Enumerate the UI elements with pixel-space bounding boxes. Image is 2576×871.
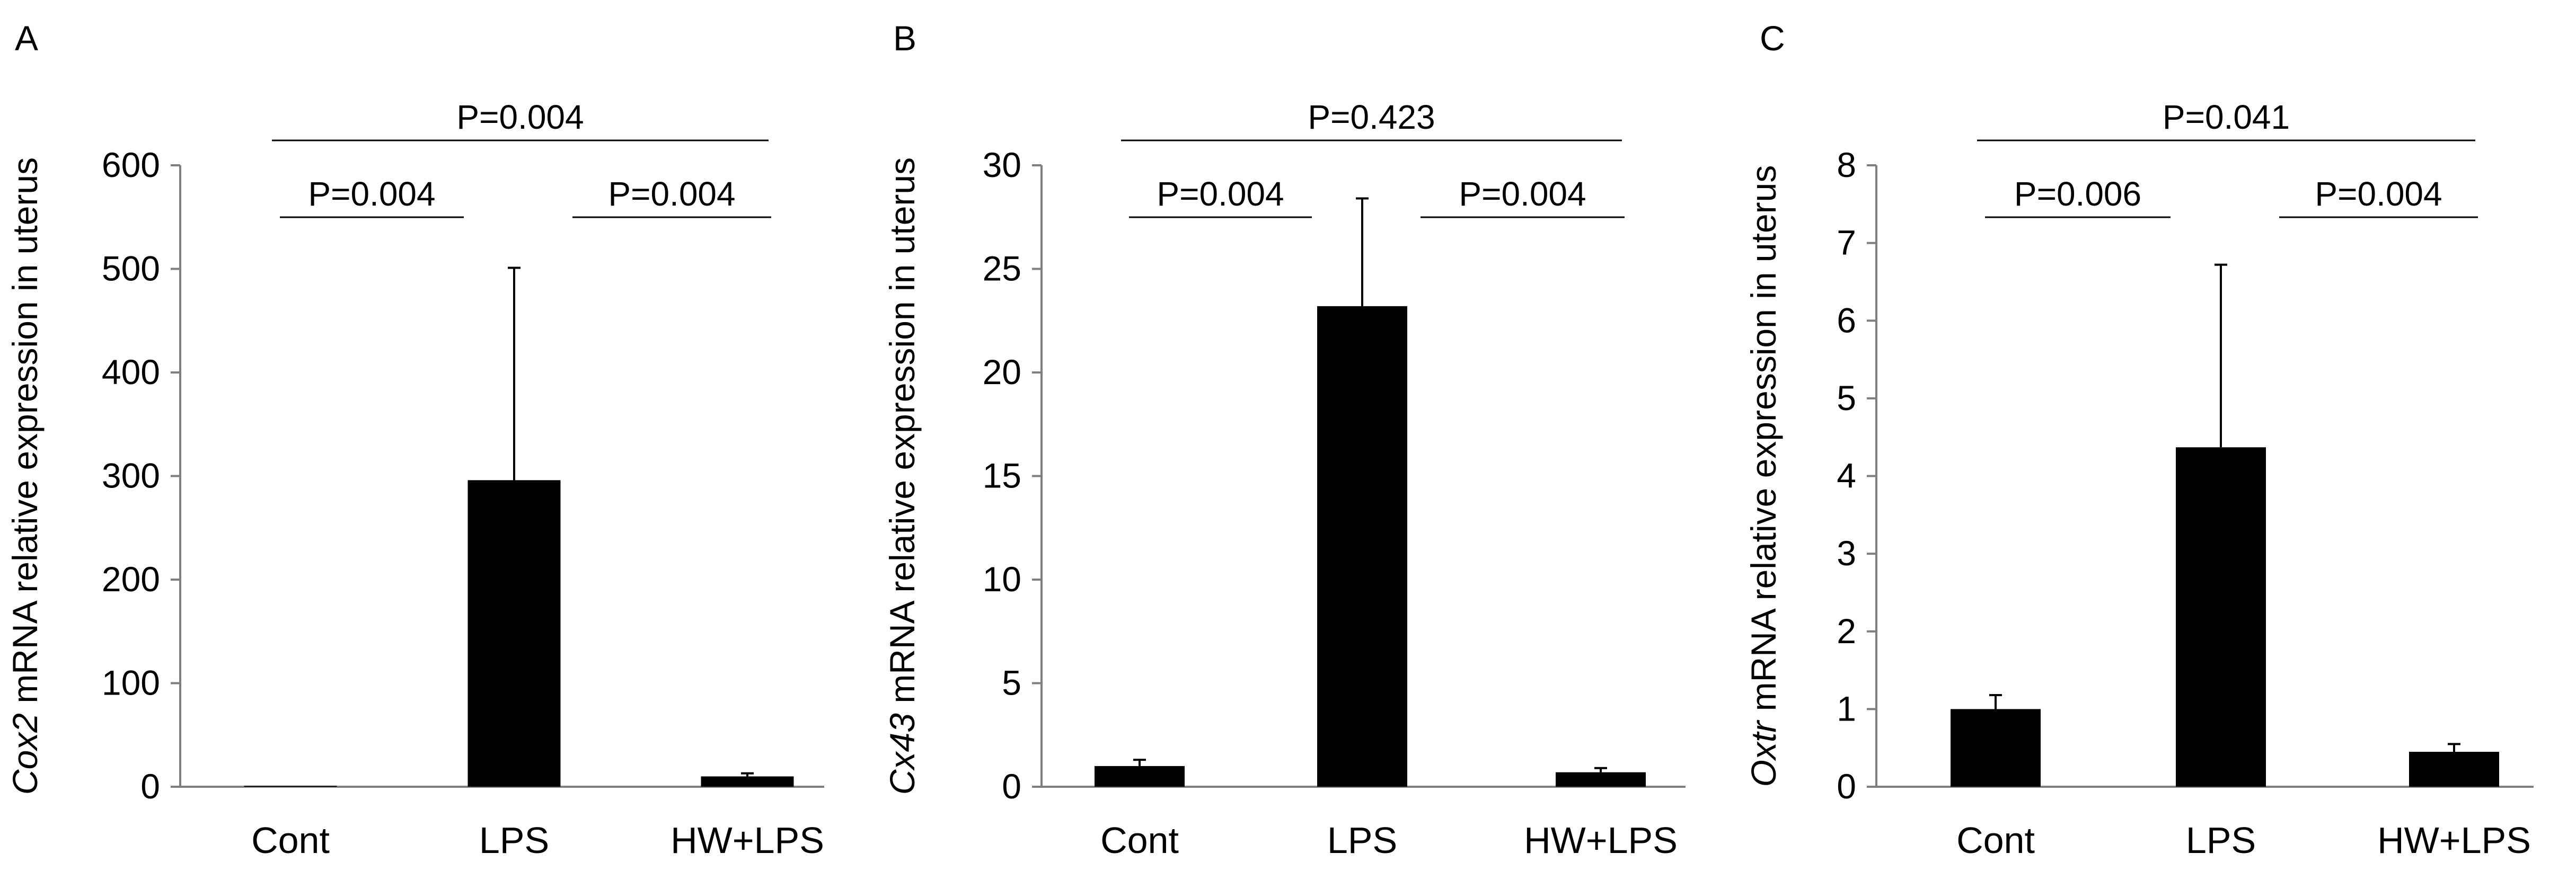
y-tick-label: 4 bbox=[1837, 456, 1856, 495]
y-axis-label-rest: mRNA relative expression in uterus bbox=[1744, 165, 1783, 721]
y-axis-label-gene: Cox2 bbox=[5, 713, 45, 795]
panel-letter: B bbox=[893, 19, 916, 58]
y-tick-label: 2 bbox=[1837, 611, 1856, 651]
panel-letter: A bbox=[15, 19, 38, 58]
bar bbox=[2409, 752, 2499, 787]
bar bbox=[1556, 772, 1646, 787]
y-tick-label: 8 bbox=[1837, 145, 1856, 184]
y-tick-label: 20 bbox=[983, 352, 1021, 392]
bar bbox=[1095, 766, 1185, 787]
bar bbox=[701, 776, 794, 787]
y-tick-label: 3 bbox=[1837, 534, 1856, 573]
y-tick-label: 15 bbox=[983, 456, 1021, 495]
p-value-label: P=0.004 bbox=[2315, 175, 2442, 213]
y-tick-label: 10 bbox=[983, 559, 1021, 599]
y-tick-label: 400 bbox=[102, 352, 160, 392]
y-tick-label: 25 bbox=[983, 249, 1021, 288]
category-label: LPS bbox=[479, 820, 549, 861]
bar bbox=[1951, 709, 2041, 787]
bar bbox=[467, 480, 561, 787]
y-axis-label: Cx43 mRNA relative expression in uterus bbox=[883, 157, 922, 795]
category-label: Cont bbox=[1100, 820, 1179, 861]
y-tick-label: 200 bbox=[102, 559, 160, 599]
p-value-label: P=0.004 bbox=[608, 175, 735, 213]
bar bbox=[244, 786, 337, 787]
y-tick-label: 7 bbox=[1837, 223, 1856, 262]
category-label: Cont bbox=[1956, 820, 2035, 861]
panel-c: C 0 1 2 3 4 5 6 7 8 Oxtr mRNA relative expression … bbox=[1744, 19, 2534, 861]
y-axis-label-rest: mRNA relative expression in uterus bbox=[883, 157, 922, 713]
y-axis-label-rest: mRNA relative expression in uterus bbox=[5, 157, 45, 713]
y-tick-label: 5 bbox=[1837, 378, 1856, 417]
y-tick-label: 0 bbox=[1837, 767, 1856, 806]
y-axis-label-gene: Oxtr bbox=[1744, 719, 1783, 787]
p-value-label: P=0.004 bbox=[1157, 175, 1284, 213]
category-label: HW+LPS bbox=[2377, 820, 2531, 861]
y-tick-label: 0 bbox=[140, 767, 160, 806]
p-value-label: P=0.006 bbox=[2014, 175, 2141, 213]
p-value-label: P=0.004 bbox=[456, 98, 584, 136]
y-tick-label: 500 bbox=[102, 249, 160, 288]
y-tick-label: 30 bbox=[983, 145, 1021, 184]
p-value-label: P=0.041 bbox=[2163, 98, 2290, 136]
bar bbox=[1317, 306, 1407, 787]
y-axis-label: Cox2 mRNA relative expression in uterus bbox=[5, 157, 45, 795]
p-value-label: P=0.004 bbox=[1459, 175, 1586, 213]
panel-b: B 0 5 10 15 20 25 30 Cx43 mRNA relative expressi… bbox=[883, 19, 1686, 861]
y-tick-label: 300 bbox=[102, 456, 160, 495]
y-tick-label: 0 bbox=[1002, 767, 1021, 806]
y-axis-label: Oxtr mRNA relative expression in uterus bbox=[1744, 165, 1783, 787]
y-tick-label: 5 bbox=[1002, 663, 1021, 703]
category-label: Cont bbox=[251, 820, 330, 861]
y-axis-label-gene: Cx43 bbox=[883, 713, 922, 795]
y-tick-label: 100 bbox=[102, 663, 160, 703]
bar bbox=[2176, 447, 2266, 787]
p-value-label: P=0.423 bbox=[1308, 98, 1435, 136]
category-label: LPS bbox=[1327, 820, 1397, 861]
category-label: LPS bbox=[2186, 820, 2256, 861]
category-label: HW+LPS bbox=[1524, 820, 1678, 861]
p-value-label: P=0.004 bbox=[308, 175, 435, 213]
y-tick-label: 600 bbox=[102, 145, 160, 184]
panel-a: A 0 100 200 300 400 500 600 Cox2 mRNA relative e… bbox=[5, 19, 824, 861]
y-tick-label: 6 bbox=[1837, 300, 1856, 340]
category-label: HW+LPS bbox=[671, 820, 824, 861]
y-tick-label: 1 bbox=[1837, 689, 1856, 728]
panel-letter: C bbox=[1760, 19, 1785, 58]
